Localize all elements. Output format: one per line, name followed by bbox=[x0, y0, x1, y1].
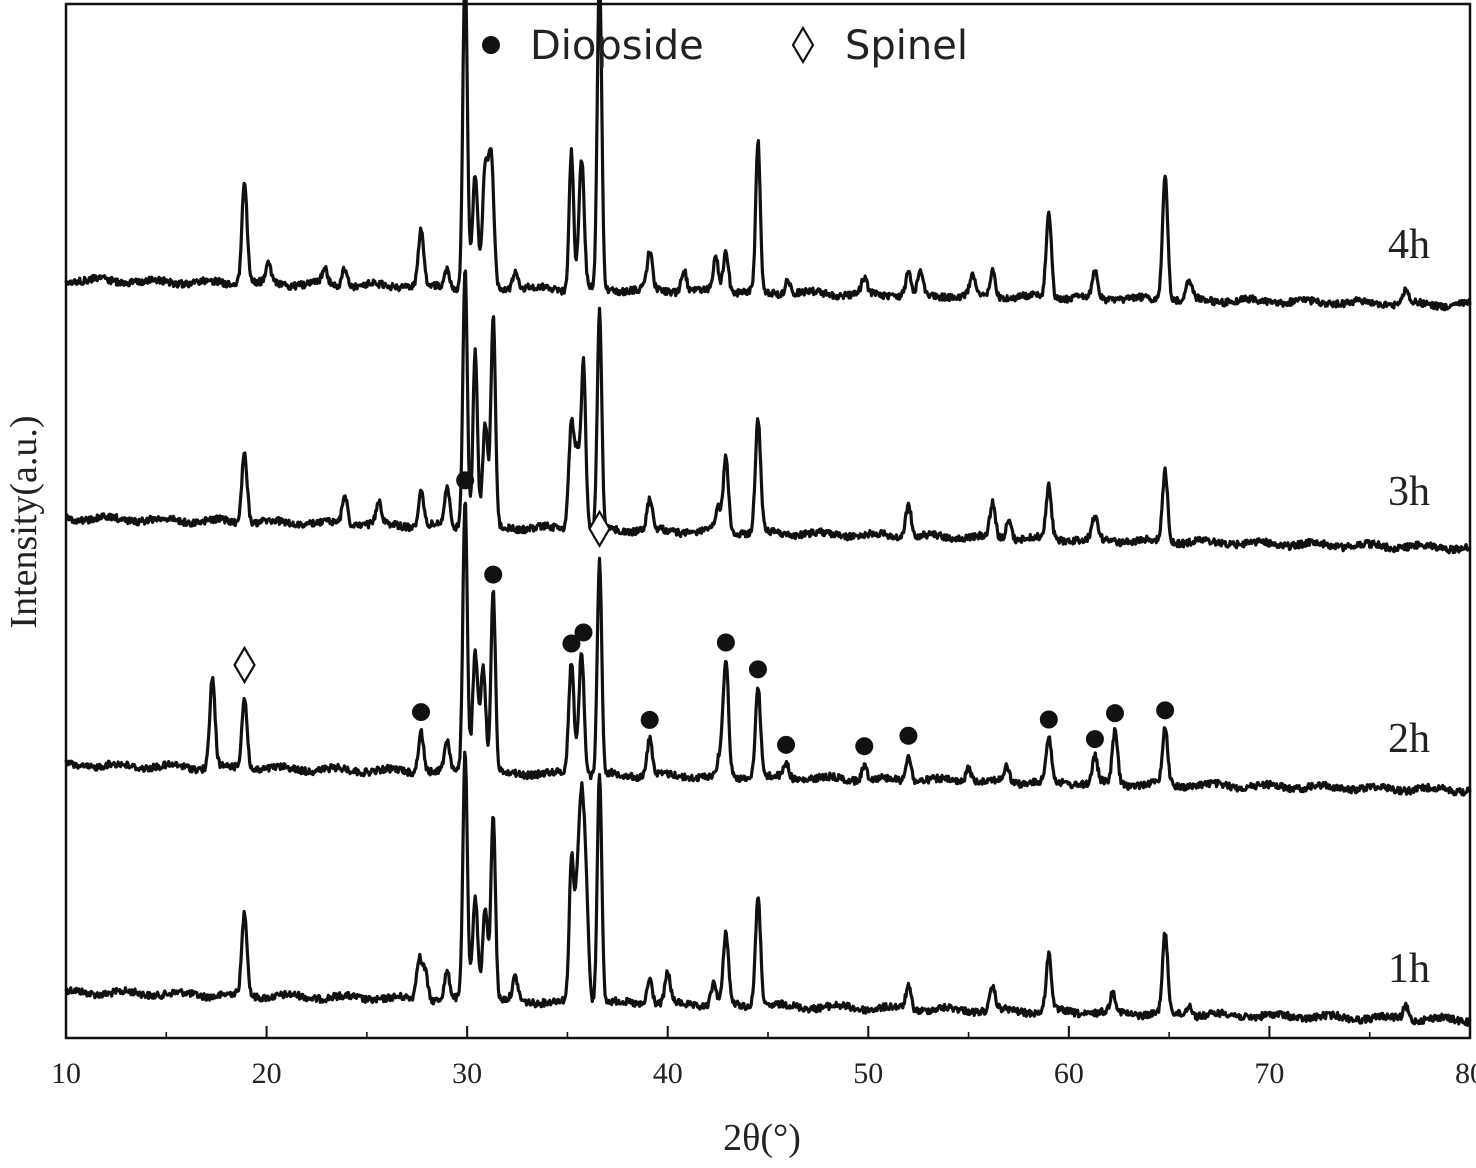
x-tick-label: 40 bbox=[653, 1057, 683, 1090]
x-tick-label: 30 bbox=[452, 1057, 482, 1090]
diopside-marker bbox=[1085, 730, 1104, 749]
series-4h-trace bbox=[64, 0, 1472, 312]
series-layer: 1h 2h 3h 4h bbox=[64, 0, 1472, 1027]
diopside-marker bbox=[574, 623, 593, 642]
legend-diopside-label: Diopside bbox=[530, 23, 704, 69]
legend-spinel-label: Spinel bbox=[845, 23, 968, 69]
diopside-marker bbox=[640, 710, 659, 729]
spinel-marker bbox=[588, 509, 611, 548]
legend-spinel-marker bbox=[791, 25, 815, 65]
diopside-marker bbox=[456, 471, 475, 490]
x-tick-label: 50 bbox=[853, 1057, 883, 1090]
diopside-marker bbox=[484, 565, 503, 584]
axes-layer: 10 20 30 40 50 60 70 80 bbox=[51, 2, 1476, 1090]
diopside-marker bbox=[716, 633, 735, 652]
x-tick-label: 20 bbox=[252, 1057, 282, 1090]
series-1h-label: 1h bbox=[1388, 946, 1430, 992]
series-3h-label: 3h bbox=[1388, 469, 1430, 515]
diopside-marker bbox=[748, 660, 767, 679]
x-tick-label: 10 bbox=[51, 1057, 81, 1090]
y-axis-title: Intensity(a.u.) bbox=[3, 415, 45, 628]
x-axis-title: 2θ(°) bbox=[723, 1117, 801, 1159]
x-tick-label: 80 bbox=[1455, 1057, 1476, 1090]
diopside-marker bbox=[562, 634, 581, 653]
series-4h-label: 4h bbox=[1388, 222, 1430, 268]
diopside-marker bbox=[1039, 710, 1058, 729]
series-2h-trace bbox=[64, 501, 1472, 797]
diopside-marker bbox=[412, 703, 431, 722]
diopside-marker bbox=[777, 735, 796, 754]
legend: Diopside Spinel bbox=[482, 23, 968, 69]
diopside-marker bbox=[1156, 701, 1175, 720]
spinel-marker bbox=[233, 645, 256, 685]
diopside-marker bbox=[899, 726, 918, 745]
diopside-marker bbox=[1105, 704, 1124, 723]
x-tick-label: 70 bbox=[1254, 1057, 1284, 1090]
series-1h-trace bbox=[64, 750, 1472, 1027]
series-2h-label: 2h bbox=[1388, 716, 1430, 762]
marker-layer bbox=[233, 471, 1175, 756]
diopside-marker bbox=[855, 737, 874, 756]
x-tick-label: 60 bbox=[1054, 1057, 1084, 1090]
series-3h-trace bbox=[65, 269, 1472, 555]
legend-diopside-marker bbox=[482, 36, 500, 54]
